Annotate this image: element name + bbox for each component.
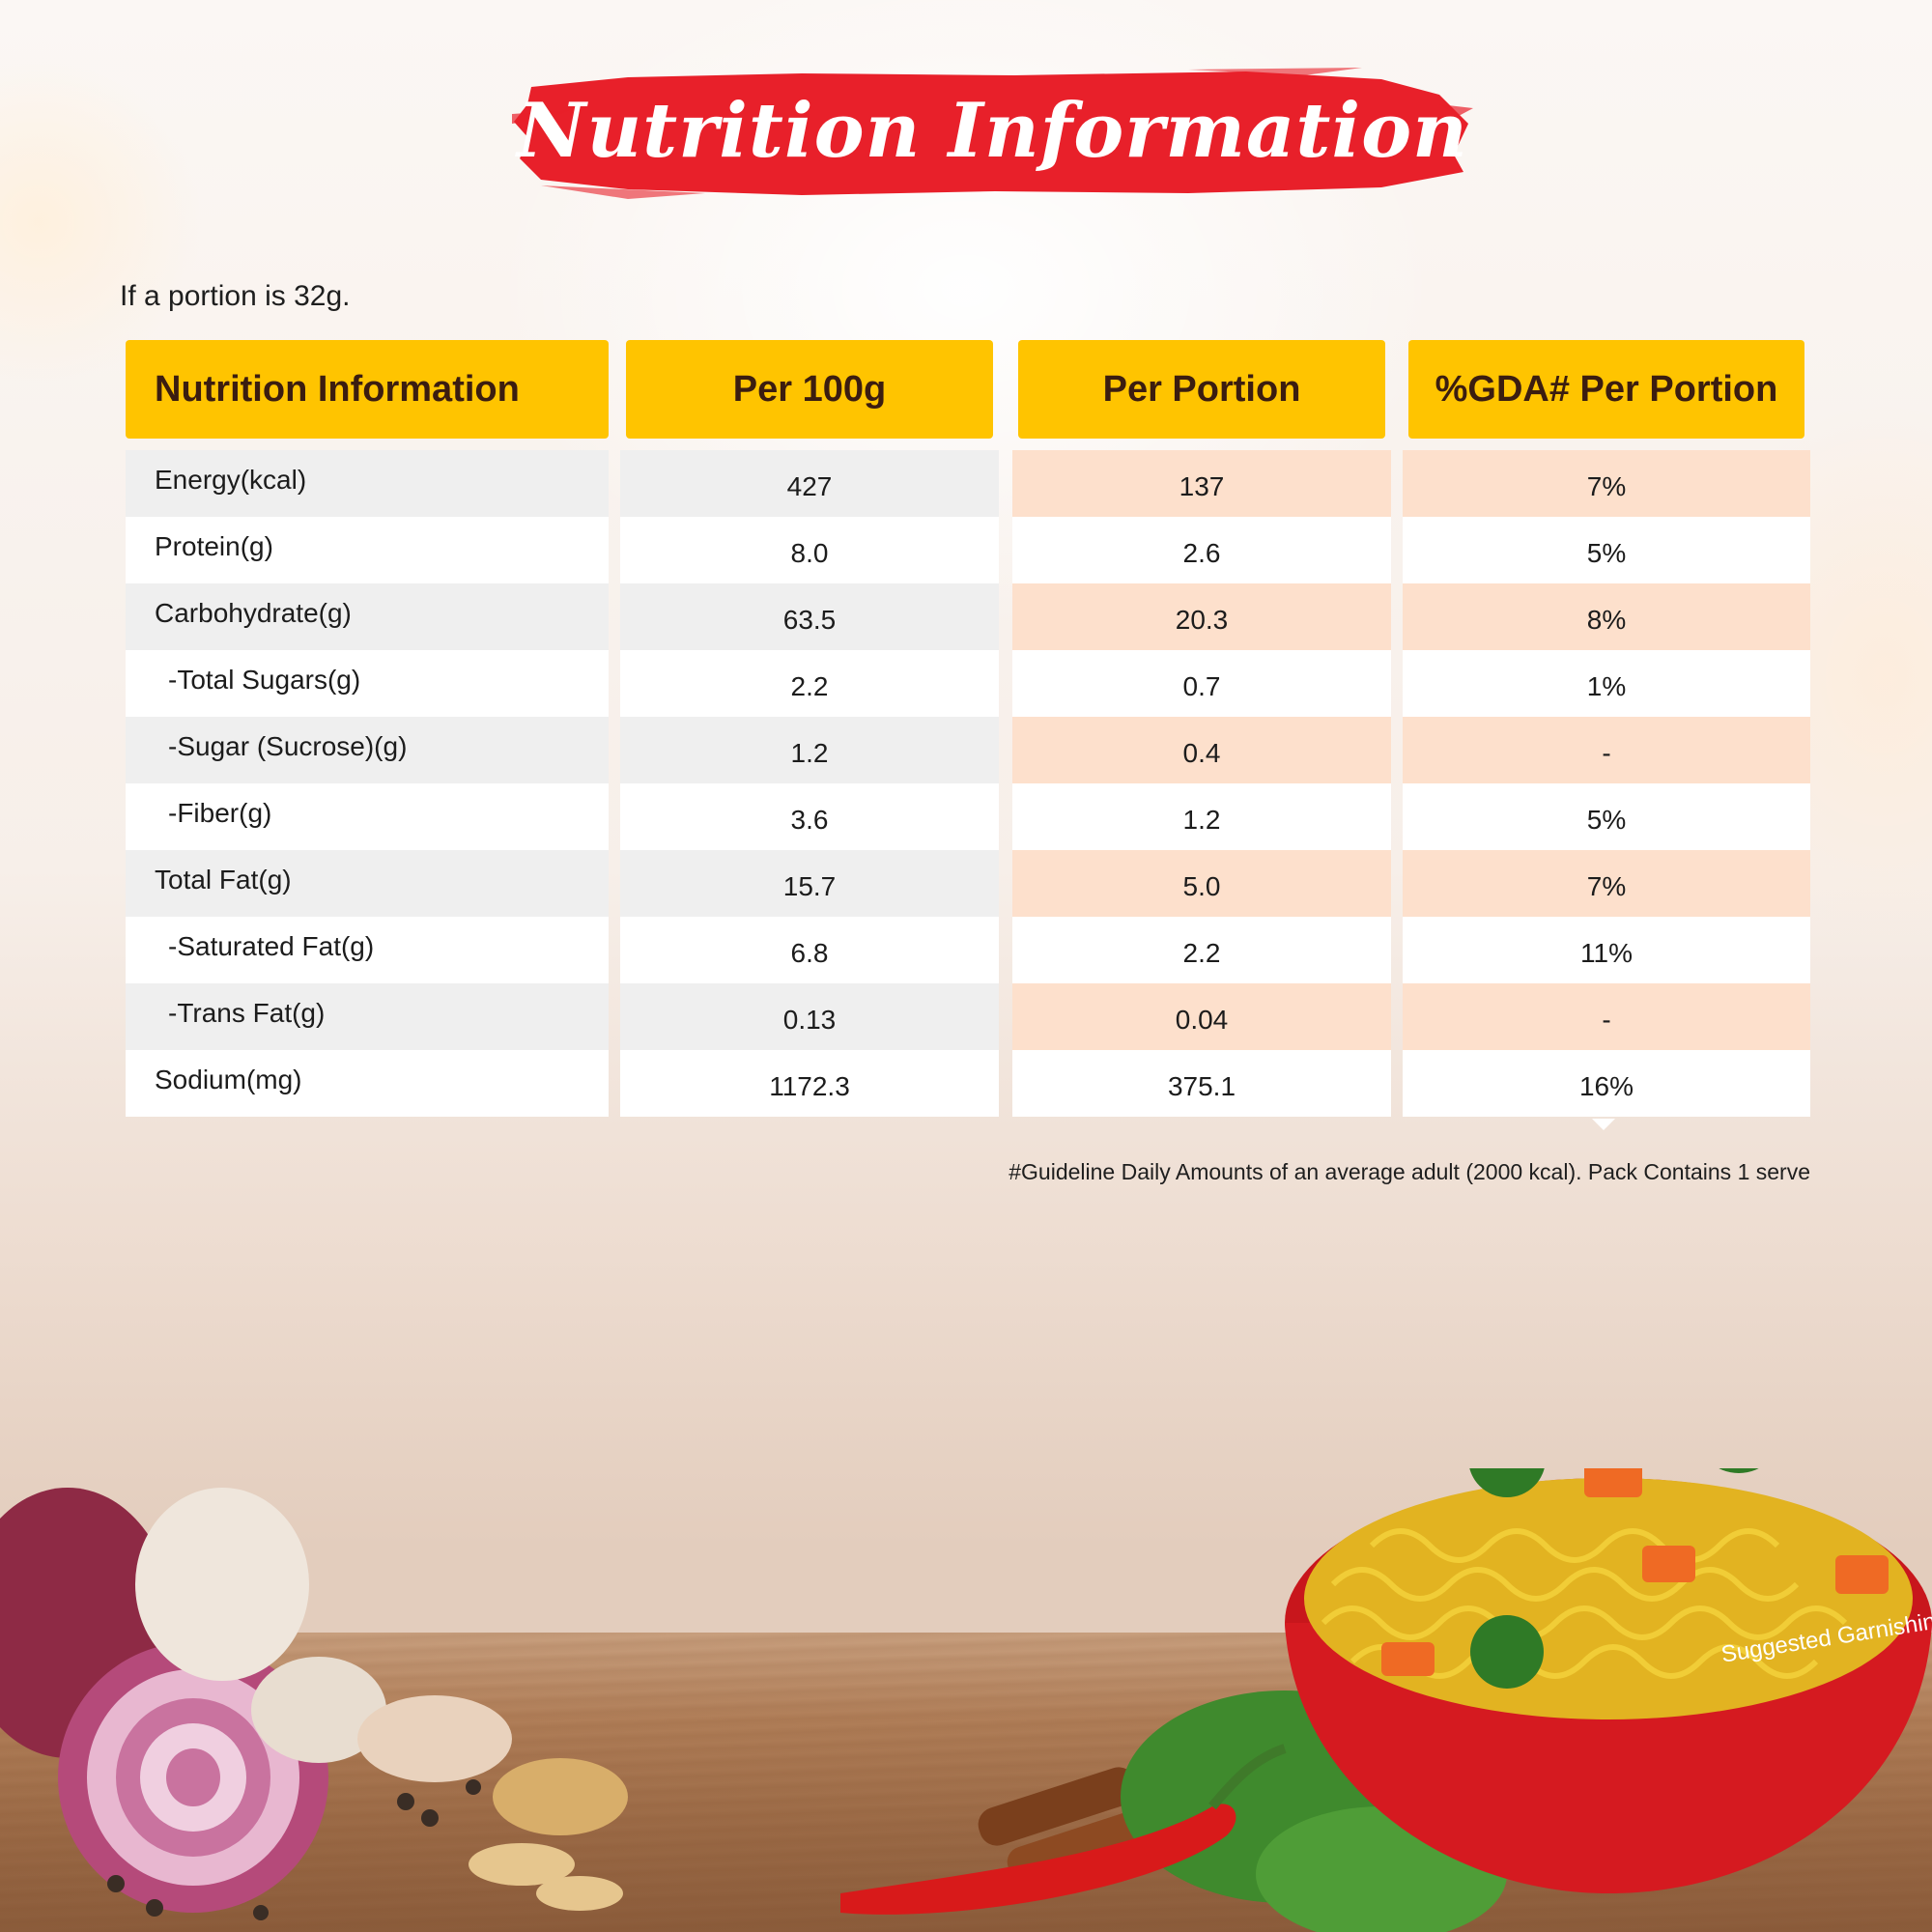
per-portion-value: 2.6 bbox=[1012, 517, 1391, 583]
per-100g-value: 1.2 bbox=[620, 717, 999, 783]
per-100g-value: 15.7 bbox=[620, 850, 999, 917]
page-title: Nutrition Information bbox=[517, 87, 1468, 175]
portion-note: If a portion is 32g. bbox=[120, 280, 351, 312]
header-per-100g: Per 100g bbox=[626, 340, 993, 439]
gda-value: 5% bbox=[1403, 517, 1810, 583]
cinnamon-icon bbox=[978, 1767, 1138, 1846]
gda-value: 5% bbox=[1403, 783, 1810, 850]
ginger-icon bbox=[493, 1758, 628, 1835]
per-100g-value: 3.6 bbox=[620, 783, 999, 850]
peppercorn-icon bbox=[397, 1793, 414, 1810]
header-gda-per-portion: %GDA# Per Portion bbox=[1408, 340, 1804, 439]
nutrient-label: Energy(kcal) bbox=[126, 450, 609, 517]
per-portion-value: 375.1 bbox=[1012, 1050, 1391, 1117]
red-chili-icon bbox=[840, 1804, 1236, 1915]
per-portion-value: 0.7 bbox=[1012, 650, 1391, 717]
per-100g-value: 427 bbox=[620, 450, 999, 517]
per-100g-value: 8.0 bbox=[620, 517, 999, 583]
per-portion-value: 0.4 bbox=[1012, 717, 1391, 783]
header-per-portion: Per Portion bbox=[1018, 340, 1385, 439]
per-100g-value: 6.8 bbox=[620, 917, 999, 983]
per-100g-value: 2.2 bbox=[620, 650, 999, 717]
nutrient-label: -Fiber(g) bbox=[126, 783, 609, 850]
nutrient-label: -Sugar (Sucrose)(g) bbox=[126, 717, 609, 783]
title-banner: Nutrition Information bbox=[512, 66, 1473, 201]
gda-value: 7% bbox=[1403, 850, 1810, 917]
gda-footnote: #Guideline Daily Amounts of an average a… bbox=[1009, 1159, 1810, 1184]
brush-stroke-icon bbox=[512, 68, 1473, 199]
pointer-notch bbox=[1592, 1119, 1615, 1130]
carrot-icon bbox=[1584, 1468, 1642, 1497]
gda-value: - bbox=[1403, 717, 1810, 783]
nutrient-label: -Saturated Fat(g) bbox=[126, 917, 609, 983]
food-illustration bbox=[0, 1468, 1932, 1932]
nutrient-label: Carbohydrate(g) bbox=[126, 583, 609, 650]
nutrient-label: -Trans Fat(g) bbox=[126, 983, 609, 1050]
nutrient-label: Sodium(mg) bbox=[126, 1050, 609, 1117]
per-portion-value: 5.0 bbox=[1012, 850, 1391, 917]
gda-value: 1% bbox=[1403, 650, 1810, 717]
broccoli-icon bbox=[1469, 1468, 1545, 1497]
per-portion-value: 137 bbox=[1012, 450, 1391, 517]
per-portion-value: 20.3 bbox=[1012, 583, 1391, 650]
per-100g-value: 1172.3 bbox=[620, 1050, 999, 1117]
per-portion-value: 0.04 bbox=[1012, 983, 1391, 1050]
per-100g-value: 0.13 bbox=[620, 983, 999, 1050]
header-nutrition-information: Nutrition Information bbox=[126, 340, 609, 439]
garlic-icon bbox=[135, 1488, 309, 1681]
gda-value: 11% bbox=[1403, 917, 1810, 983]
nutrient-label: Total Fat(g) bbox=[126, 850, 609, 917]
per-portion-value: 2.2 bbox=[1012, 917, 1391, 983]
gda-value: 7% bbox=[1403, 450, 1810, 517]
gda-value: 16% bbox=[1403, 1050, 1810, 1117]
per-100g-value: 63.5 bbox=[620, 583, 999, 650]
gda-value: - bbox=[1403, 983, 1810, 1050]
nutrient-label: -Total Sugars(g) bbox=[126, 650, 609, 717]
nutrient-label: Protein(g) bbox=[126, 517, 609, 583]
gda-value: 8% bbox=[1403, 583, 1810, 650]
per-portion-value: 1.2 bbox=[1012, 783, 1391, 850]
